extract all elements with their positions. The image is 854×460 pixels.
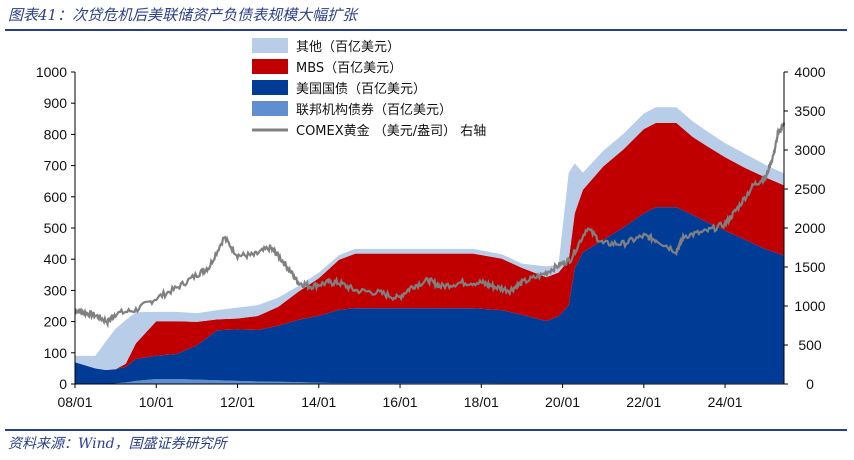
legend-treasury-label: 美国国债（百亿美元） xyxy=(296,82,426,97)
x-tick-label: 12/01 xyxy=(220,394,255,410)
y-left-tick-label: 900 xyxy=(44,95,68,111)
bottom-rule xyxy=(5,429,847,431)
y-right-tick-label: 4000 xyxy=(794,64,825,80)
x-tick-label: 20/01 xyxy=(545,394,580,410)
x-tick-label: 08/01 xyxy=(57,394,92,410)
y-left-tick-label: 400 xyxy=(44,251,68,267)
source-note: 资料来源：Wind，国盛证券研究所 xyxy=(8,436,227,452)
mbs-area xyxy=(75,122,784,371)
y-left-tick-label: 600 xyxy=(44,189,68,205)
y-right-tick-label: 500 xyxy=(798,337,822,353)
legend-mbs-label: MBS（百亿美元） xyxy=(296,61,402,76)
y-right-tick-label: 1000 xyxy=(794,298,825,314)
legend-treasury-swatch xyxy=(252,80,288,95)
top-rule xyxy=(5,29,847,31)
y-right-tick-label: 3500 xyxy=(794,103,825,119)
legend-agency-debt-swatch xyxy=(252,101,288,116)
x-tick-label: 14/01 xyxy=(301,394,336,410)
y-left-tick-label: 1000 xyxy=(36,64,67,80)
y-right-tick-label: 2000 xyxy=(794,220,825,236)
legend-other-swatch xyxy=(252,38,288,53)
x-tick-label: 16/01 xyxy=(383,394,418,410)
chart-title: 图表41：次贷危机后美联储资产负债表规模大幅扩张 xyxy=(8,6,358,24)
treasury-area xyxy=(75,207,784,384)
y-right-tick-label: 1500 xyxy=(794,259,825,275)
gold-price-line-group xyxy=(74,122,786,329)
gold-price-line xyxy=(74,122,786,329)
y-right-tick-label: 3000 xyxy=(794,142,825,158)
y-left-tick-label: 800 xyxy=(44,126,68,142)
y-left-tick-label: 500 xyxy=(44,220,68,236)
y-left-tick-label: 0 xyxy=(59,376,67,392)
y-left-tick-label: 200 xyxy=(44,314,68,330)
x-tick-label: 22/01 xyxy=(626,394,661,410)
y-right-tick-label: 2500 xyxy=(794,181,825,197)
stacked-areas xyxy=(75,107,784,384)
y-left-tick-label: 100 xyxy=(44,345,68,361)
agency-debt-area xyxy=(75,379,784,384)
y-left-tick-label: 300 xyxy=(44,282,68,298)
axes: 0 100 200 300 400 500 600 700 800 900 1000 0 500 1000… xyxy=(36,64,826,410)
legend-agency-debt-label: 联邦机构债券（百亿美元） xyxy=(296,102,452,118)
y-right-tick-label: 0 xyxy=(806,376,814,392)
legend: 其他（百亿美元） MBS（百亿美元） 美国国债（百亿美元） 联邦机构债券（百亿美元） C… xyxy=(248,35,498,145)
x-tick-label: 24/01 xyxy=(708,394,743,410)
x-tick-label: 18/01 xyxy=(464,394,499,410)
x-tick-label: 10/01 xyxy=(139,394,174,410)
legend-other-label: 其他（百亿美元） xyxy=(296,40,400,55)
legend-box xyxy=(248,35,498,145)
y-left-tick-label: 700 xyxy=(44,158,68,174)
legend-mbs-swatch xyxy=(252,59,288,74)
legend-gold-label: COMEX黄金 （美元/盎司） 右轴 xyxy=(296,123,486,139)
